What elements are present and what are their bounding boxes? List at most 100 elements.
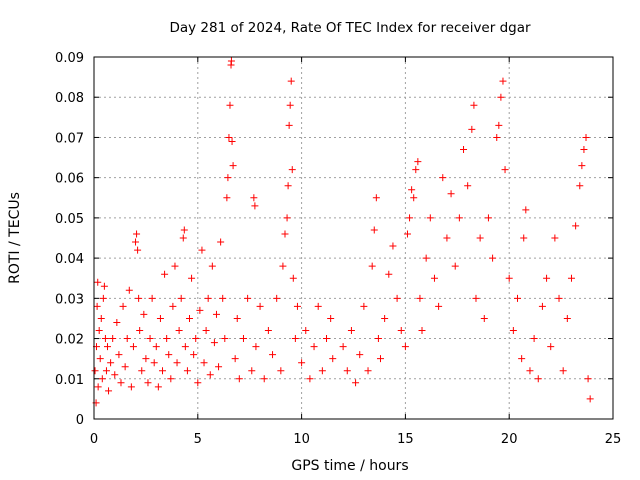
data-point — [204, 294, 212, 302]
data-point — [501, 166, 509, 174]
data-point — [318, 367, 326, 375]
data-point — [374, 335, 382, 343]
data-point — [134, 246, 142, 254]
data-point — [121, 363, 129, 371]
data-point — [343, 367, 351, 375]
data-point — [198, 246, 206, 254]
data-point — [224, 174, 232, 182]
data-point — [223, 194, 231, 202]
data-point — [472, 294, 480, 302]
data-point — [154, 383, 162, 391]
data-point — [194, 379, 202, 387]
data-point — [287, 77, 295, 85]
data-point — [225, 133, 233, 141]
data-point — [426, 214, 434, 222]
data-point — [538, 302, 546, 310]
data-point — [484, 214, 492, 222]
data-point — [360, 302, 368, 310]
data-point — [291, 335, 299, 343]
data-point — [314, 302, 322, 310]
data-point — [163, 335, 171, 343]
data-point — [522, 206, 530, 214]
data-point — [284, 182, 292, 190]
data-point — [95, 327, 103, 335]
data-point — [273, 294, 281, 302]
data-point — [102, 367, 110, 375]
data-point — [327, 314, 335, 322]
data-point — [281, 230, 289, 238]
data-point — [183, 367, 191, 375]
y-tick-label: 0.08 — [55, 91, 84, 106]
data-point — [190, 351, 198, 359]
grid-lines — [94, 57, 613, 419]
data-point — [414, 158, 422, 166]
data-point — [109, 335, 117, 343]
data-point — [227, 57, 235, 65]
data-point — [288, 166, 296, 174]
data-point — [464, 182, 472, 190]
data-point — [119, 302, 127, 310]
data-point — [489, 254, 497, 262]
data-point — [279, 262, 287, 270]
data-point — [505, 274, 513, 282]
data-point — [91, 367, 99, 375]
data-point — [293, 302, 301, 310]
data-point — [96, 355, 104, 363]
data-point — [551, 234, 559, 242]
x-tick-labels: 0 5 10 15 20 25 — [90, 432, 621, 447]
y-axis-label: ROTI / TECUs — [7, 192, 23, 284]
x-tick-label: 15 — [397, 432, 414, 447]
data-point — [161, 270, 169, 278]
data-point — [260, 375, 268, 383]
data-point — [584, 375, 592, 383]
data-point — [586, 395, 594, 403]
data-point — [520, 234, 528, 242]
data-point — [138, 367, 146, 375]
data-point — [125, 286, 133, 294]
data-point — [169, 302, 177, 310]
data-point — [177, 294, 185, 302]
data-point — [156, 314, 164, 322]
data-point — [514, 294, 522, 302]
data-point — [476, 234, 484, 242]
data-point — [256, 302, 264, 310]
data-point — [175, 327, 183, 335]
data-point — [215, 363, 223, 371]
data-point — [447, 190, 455, 198]
data-point — [530, 335, 538, 343]
data-point — [493, 133, 501, 141]
data-point — [200, 359, 208, 367]
data-point — [567, 274, 575, 282]
data-point — [401, 343, 409, 351]
data-point — [150, 359, 158, 367]
data-point — [526, 367, 534, 375]
data-point — [368, 262, 376, 270]
y-tick-label: 0.01 — [55, 373, 84, 388]
data-point — [329, 355, 337, 363]
data-point — [93, 302, 101, 310]
data-point — [132, 238, 140, 246]
data-point — [468, 125, 476, 133]
data-point — [576, 182, 584, 190]
y-tick-label: 0.09 — [55, 51, 84, 66]
data-point — [244, 294, 252, 302]
data-point — [171, 262, 179, 270]
data-point — [370, 226, 378, 234]
data-point — [100, 282, 108, 290]
data-point — [252, 343, 260, 351]
data-point — [499, 77, 507, 85]
x-axis-label: GPS time / hours — [291, 458, 408, 474]
x-tick-label: 20 — [501, 432, 518, 447]
data-point — [142, 355, 150, 363]
data-point — [94, 278, 102, 286]
data-point — [180, 226, 188, 234]
data-point — [302, 327, 310, 335]
data-point — [217, 238, 225, 246]
data-point — [99, 294, 107, 302]
data-point — [277, 367, 285, 375]
data-point — [101, 335, 109, 343]
data-point — [397, 327, 405, 335]
data-point — [518, 355, 526, 363]
data-point — [285, 121, 293, 129]
